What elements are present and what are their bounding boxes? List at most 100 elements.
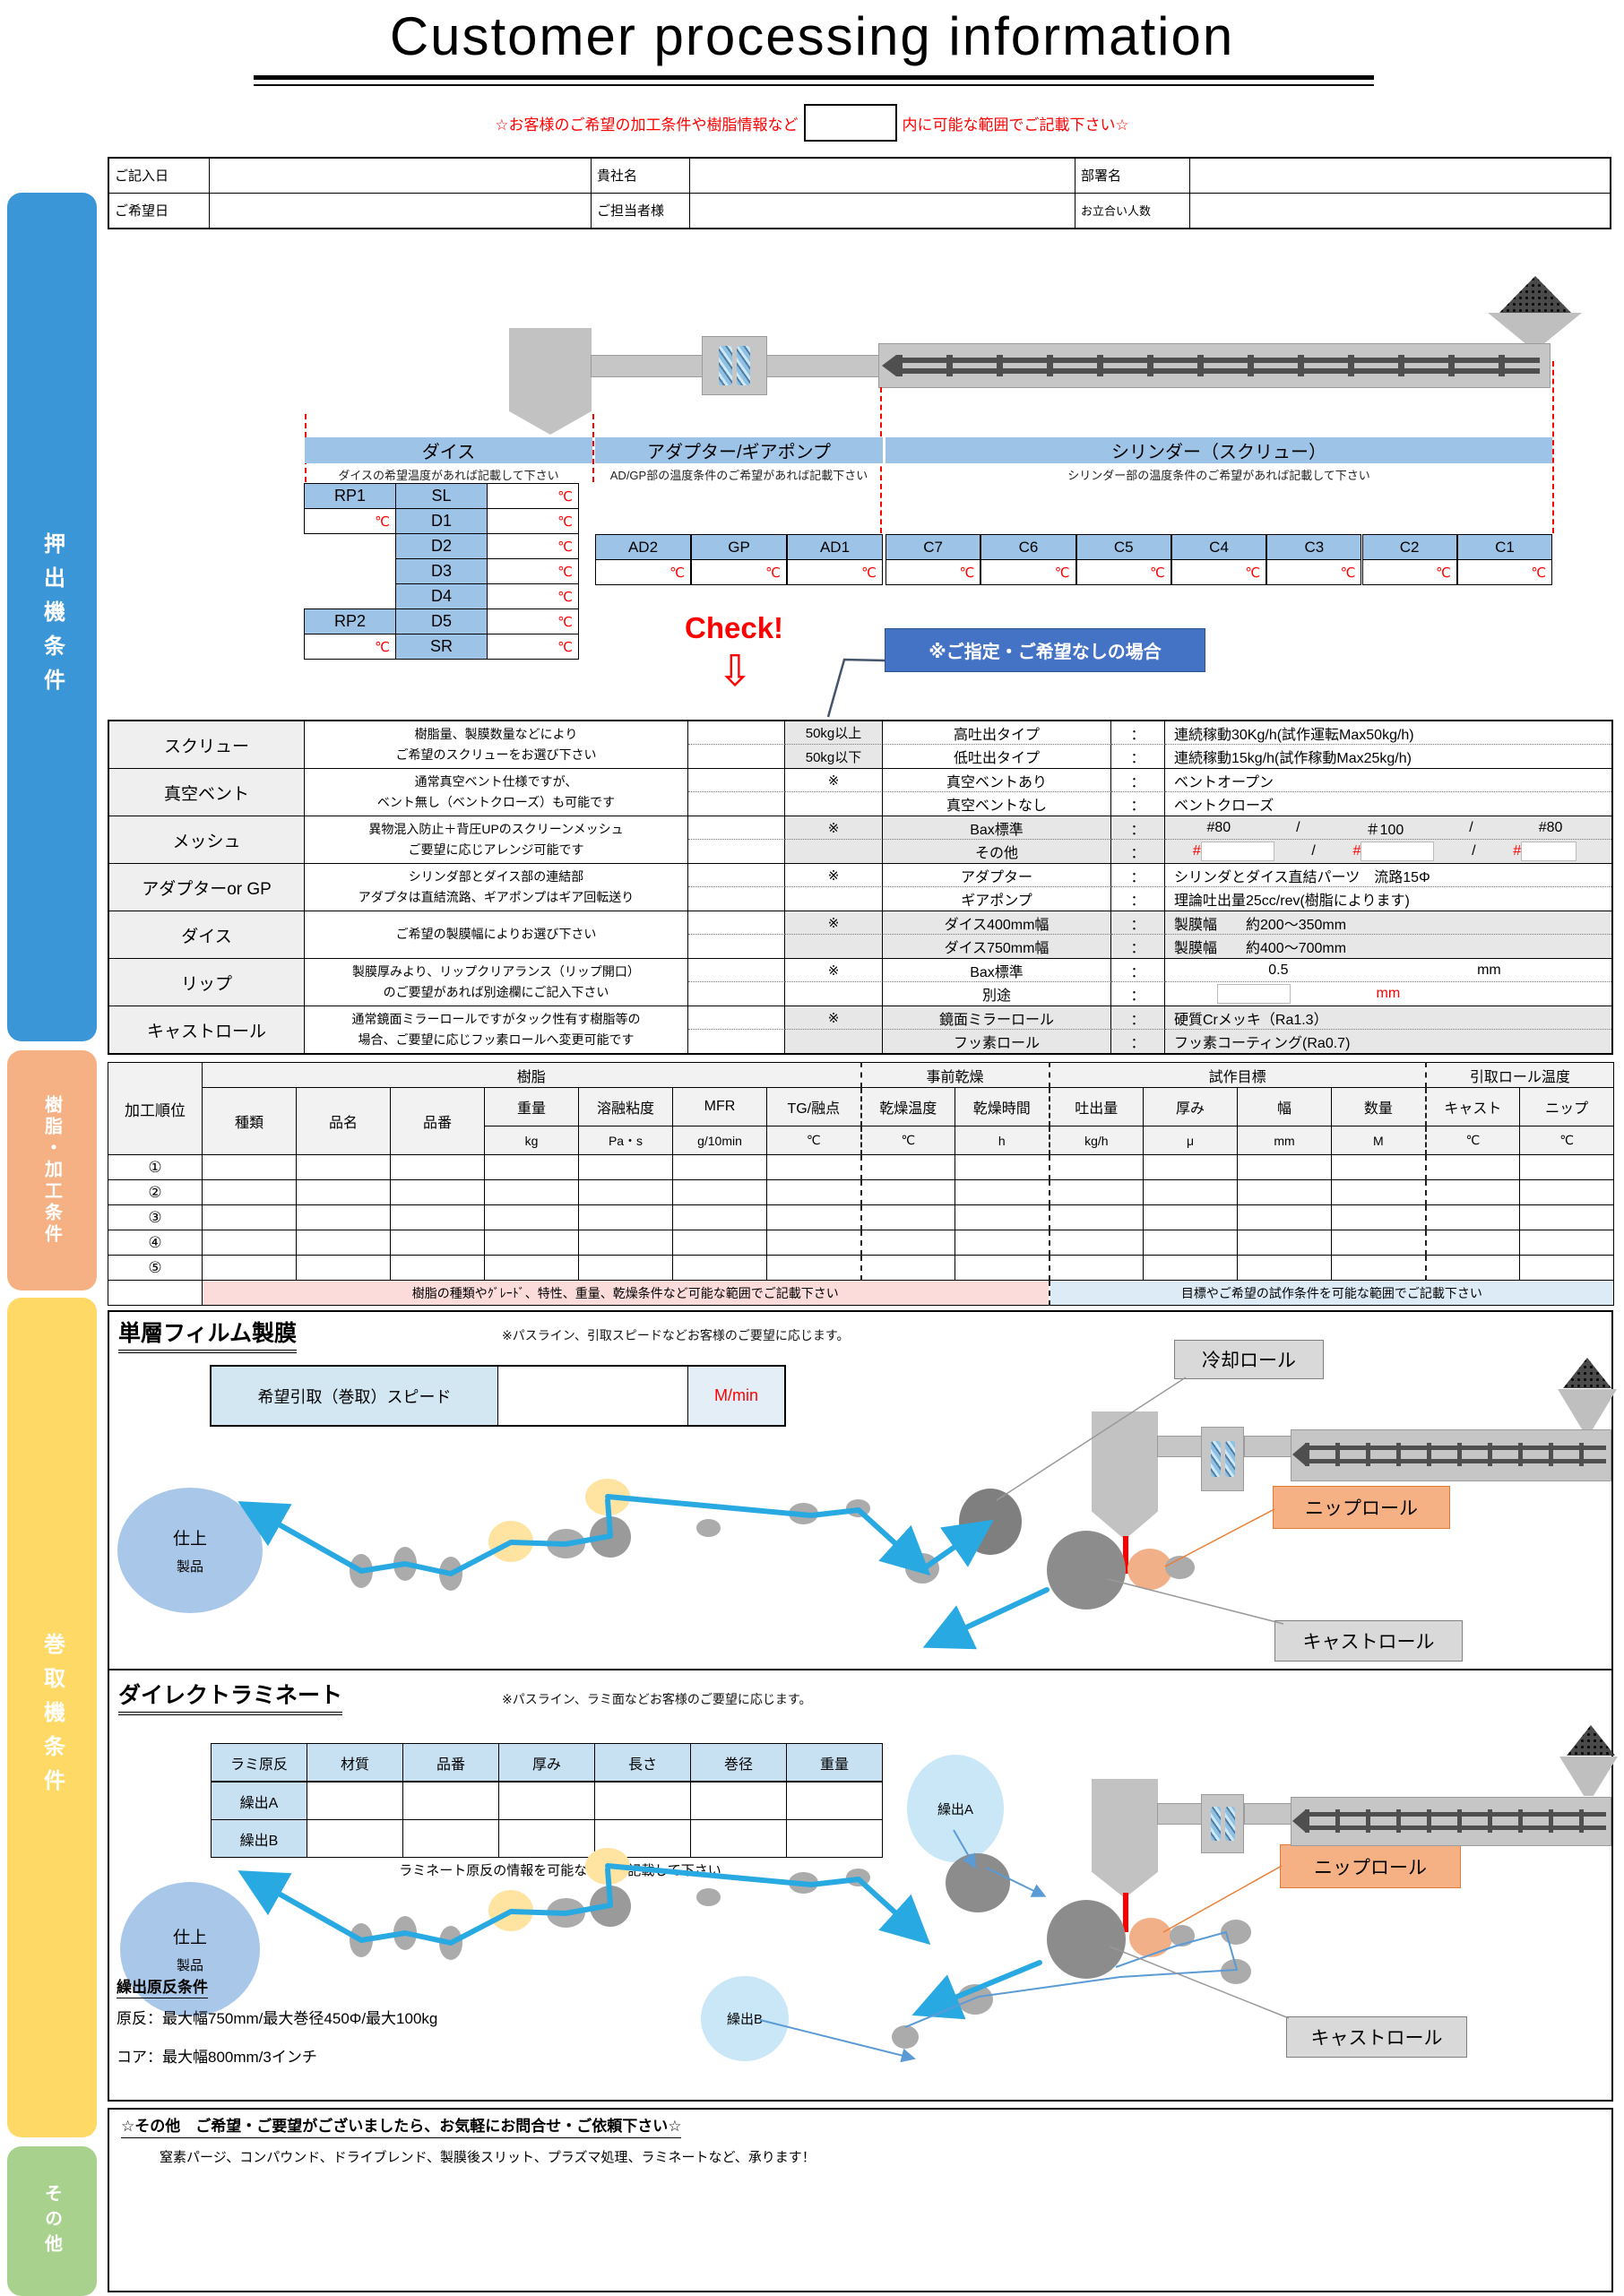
resin-data-cell[interactable] xyxy=(296,1230,391,1256)
resin-data-cell[interactable] xyxy=(1237,1204,1333,1230)
resin-data-cell[interactable] xyxy=(1331,1255,1427,1281)
resin-data-cell[interactable] xyxy=(1519,1179,1615,1205)
die-temp-input[interactable]: ℃ xyxy=(487,558,579,584)
die-temp-input[interactable]: ℃ xyxy=(487,634,579,660)
lip-custom-input[interactable] xyxy=(1216,984,1291,1004)
resin-data-cell[interactable] xyxy=(1237,1154,1333,1180)
laminate-data-cell[interactable] xyxy=(786,1781,883,1820)
resin-data-cell[interactable] xyxy=(1519,1255,1615,1281)
die-temp-input[interactable]: ℃ xyxy=(487,533,579,559)
die-temp-input[interactable]: ℃ xyxy=(304,634,396,660)
resin-data-cell[interactable] xyxy=(955,1154,1050,1180)
resin-data-cell[interactable] xyxy=(1331,1204,1427,1230)
die-temp-input[interactable]: ℃ xyxy=(487,483,579,509)
resin-data-cell[interactable] xyxy=(1048,1204,1145,1230)
cylinder-temp-input[interactable]: ℃ xyxy=(980,559,1076,585)
resin-data-cell[interactable] xyxy=(578,1204,673,1230)
resin-data-cell[interactable] xyxy=(1331,1154,1427,1180)
laminate-data-cell[interactable] xyxy=(307,1819,403,1858)
input-fill-date[interactable] xyxy=(210,159,592,194)
resin-data-cell[interactable] xyxy=(1143,1154,1239,1180)
resin-data-cell[interactable] xyxy=(1143,1255,1239,1281)
laminate-data-cell[interactable] xyxy=(594,1781,691,1820)
resin-data-cell[interactable] xyxy=(1519,1154,1615,1180)
resin-data-cell[interactable] xyxy=(202,1230,297,1256)
condition-input[interactable] xyxy=(688,840,785,863)
resin-data-cell[interactable] xyxy=(1424,1179,1521,1205)
resin-data-cell[interactable] xyxy=(1424,1255,1521,1281)
resin-data-cell[interactable] xyxy=(1048,1255,1145,1281)
resin-data-cell[interactable] xyxy=(860,1230,956,1256)
adapter-temp-input[interactable]: ℃ xyxy=(691,559,787,585)
resin-data-cell[interactable] xyxy=(484,1154,579,1180)
resin-data-cell[interactable] xyxy=(1048,1154,1145,1180)
input-contact-person[interactable] xyxy=(690,193,1075,228)
condition-input[interactable] xyxy=(688,1030,785,1053)
resin-data-cell[interactable] xyxy=(1237,1179,1333,1205)
laminate-data-cell[interactable] xyxy=(786,1819,883,1858)
resin-data-cell[interactable] xyxy=(860,1204,956,1230)
input-attendees[interactable] xyxy=(1190,194,1610,229)
resin-data-cell[interactable] xyxy=(860,1255,956,1281)
resin-data-cell[interactable] xyxy=(1424,1204,1521,1230)
resin-data-cell[interactable] xyxy=(765,1230,862,1256)
resin-data-cell[interactable] xyxy=(1237,1255,1333,1281)
cylinder-temp-input[interactable]: ℃ xyxy=(1361,559,1457,585)
other-requests-box[interactable] xyxy=(108,2108,1613,2292)
condition-input[interactable] xyxy=(688,959,785,982)
resin-data-cell[interactable] xyxy=(578,1255,673,1281)
resin-data-cell[interactable] xyxy=(578,1179,673,1205)
resin-data-cell[interactable] xyxy=(390,1255,485,1281)
subtitle-blank-box[interactable] xyxy=(803,104,897,142)
resin-data-cell[interactable] xyxy=(765,1154,862,1180)
cylinder-temp-input[interactable]: ℃ xyxy=(885,559,981,585)
resin-data-cell[interactable] xyxy=(296,1255,391,1281)
cylinder-temp-input[interactable]: ℃ xyxy=(1170,559,1267,585)
resin-data-cell[interactable] xyxy=(1048,1179,1145,1205)
resin-data-cell[interactable] xyxy=(296,1179,391,1205)
cylinder-temp-input[interactable]: ℃ xyxy=(1266,559,1362,585)
resin-data-cell[interactable] xyxy=(484,1255,579,1281)
die-temp-input[interactable]: ℃ xyxy=(487,508,579,534)
resin-data-cell[interactable] xyxy=(1143,1179,1239,1205)
laminate-data-cell[interactable] xyxy=(498,1819,595,1858)
resin-data-cell[interactable] xyxy=(765,1179,862,1205)
resin-data-cell[interactable] xyxy=(296,1154,391,1180)
resin-data-cell[interactable] xyxy=(1331,1179,1427,1205)
input-company[interactable] xyxy=(690,159,1075,194)
condition-input[interactable] xyxy=(688,982,785,1006)
condition-input[interactable] xyxy=(688,935,785,958)
condition-input[interactable] xyxy=(688,911,785,935)
condition-input[interactable] xyxy=(688,769,785,792)
cylinder-temp-input[interactable]: ℃ xyxy=(1075,559,1171,585)
laminate-data-cell[interactable] xyxy=(690,1781,787,1820)
resin-data-cell[interactable] xyxy=(765,1255,862,1281)
resin-data-cell[interactable] xyxy=(672,1179,767,1205)
cylinder-temp-input[interactable]: ℃ xyxy=(1456,559,1553,585)
resin-data-cell[interactable] xyxy=(202,1255,297,1281)
condition-input[interactable] xyxy=(688,887,785,911)
resin-data-cell[interactable] xyxy=(484,1204,579,1230)
resin-data-cell[interactable] xyxy=(202,1204,297,1230)
resin-data-cell[interactable] xyxy=(765,1204,862,1230)
resin-data-cell[interactable] xyxy=(1143,1230,1239,1256)
condition-input[interactable] xyxy=(688,792,785,816)
resin-data-cell[interactable] xyxy=(578,1154,673,1180)
adapter-temp-input[interactable]: ℃ xyxy=(595,559,691,585)
resin-data-cell[interactable] xyxy=(202,1179,297,1205)
resin-data-cell[interactable] xyxy=(860,1179,956,1205)
resin-data-cell[interactable] xyxy=(1424,1230,1521,1256)
resin-data-cell[interactable] xyxy=(390,1230,485,1256)
resin-data-cell[interactable] xyxy=(390,1204,485,1230)
resin-data-cell[interactable] xyxy=(578,1230,673,1256)
mesh-other-input[interactable] xyxy=(1200,842,1274,861)
resin-data-cell[interactable] xyxy=(1519,1230,1615,1256)
resin-data-cell[interactable] xyxy=(860,1154,956,1180)
input-desired-date[interactable] xyxy=(210,193,592,228)
resin-data-cell[interactable] xyxy=(1143,1204,1239,1230)
laminate-data-cell[interactable] xyxy=(690,1819,787,1858)
resin-data-cell[interactable] xyxy=(1331,1230,1427,1256)
laminate-data-cell[interactable] xyxy=(498,1781,595,1820)
resin-data-cell[interactable] xyxy=(1237,1230,1333,1256)
resin-data-cell[interactable] xyxy=(672,1230,767,1256)
